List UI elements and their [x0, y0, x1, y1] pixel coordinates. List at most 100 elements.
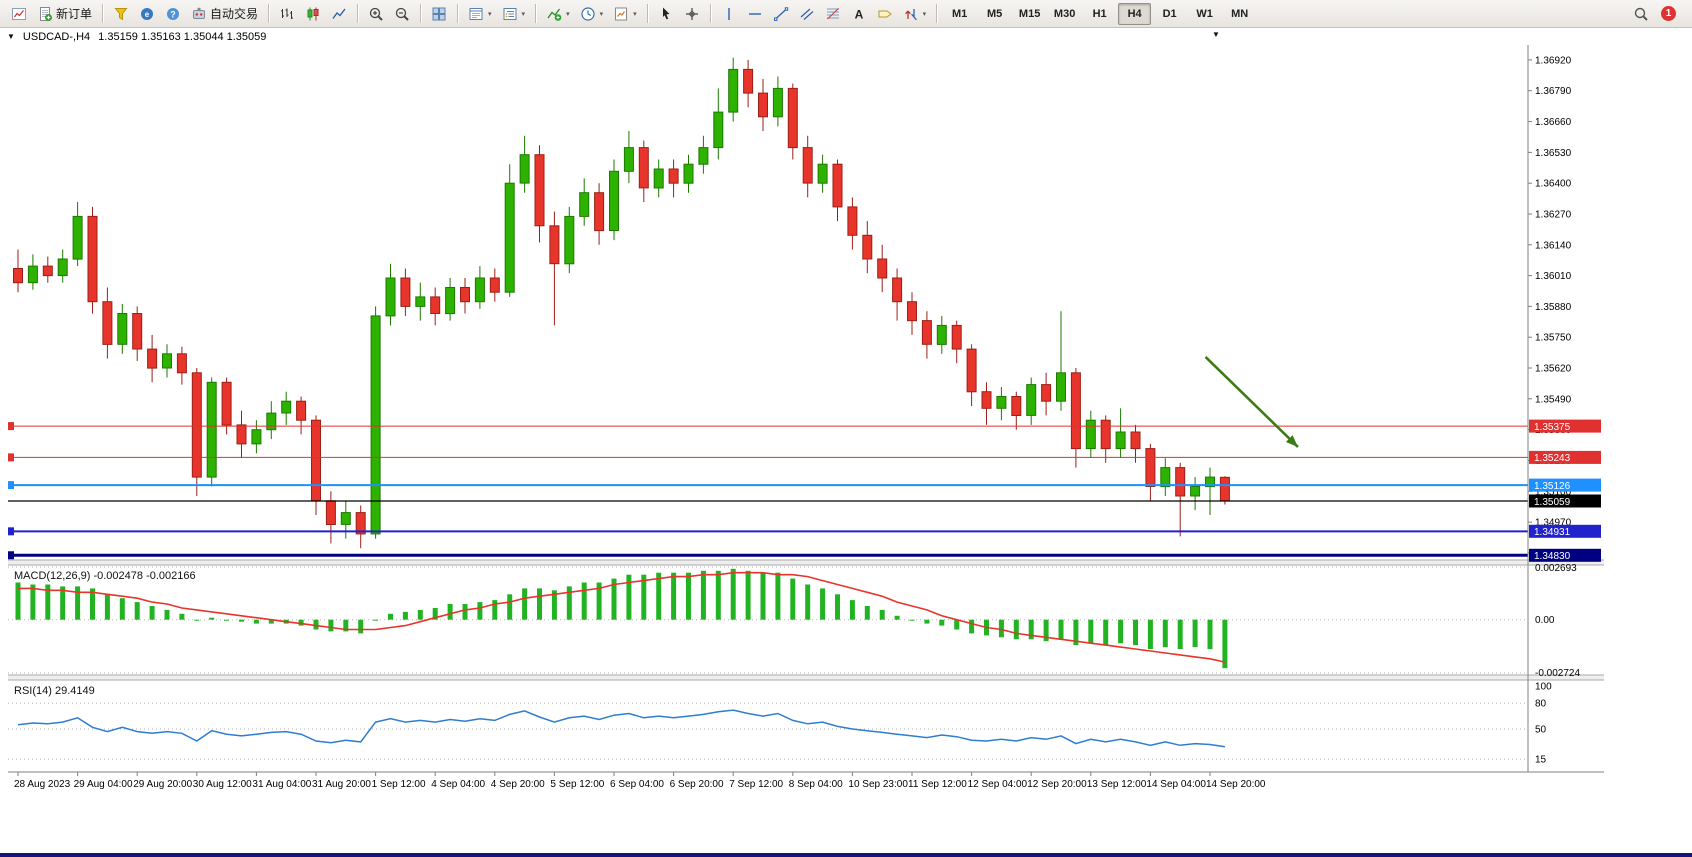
bar-chart-icon — [279, 6, 295, 22]
hlines-layer — [8, 422, 1528, 560]
svg-text:5 Sep 12:00: 5 Sep 12:00 — [550, 779, 604, 790]
text-label-button[interactable] — [872, 2, 898, 26]
zoom-in-button[interactable] — [363, 2, 389, 26]
tf-w1-button[interactable]: W1 — [1196, 7, 1213, 20]
new-chart-icon — [11, 6, 27, 22]
svg-text:7 Sep 12:00: 7 Sep 12:00 — [729, 779, 783, 790]
community-button[interactable]: e — [134, 2, 160, 26]
hline-icon — [747, 6, 763, 22]
fibo-icon — [825, 6, 841, 22]
price-tags: 1.35375 1.35243 1.35126 1.34931 1.34830 1.350… — [1529, 419, 1601, 562]
funnel-icon — [113, 6, 129, 22]
search-button[interactable] — [1628, 2, 1654, 26]
toolbar-separator — [646, 4, 648, 23]
algo-trading-button[interactable]: 自动交易 — [186, 2, 263, 26]
pane-dividers[interactable] — [8, 559, 1604, 681]
zoom-out-button[interactable] — [389, 2, 415, 26]
svg-text:8 Sep 04:00: 8 Sep 04:00 — [789, 779, 843, 790]
time-axis[interactable]: 28 Aug 2023 29 Aug 04:00 29 Aug 20:00 30 Au… — [8, 771, 1604, 790]
tf-h1-button[interactable]: H1 — [1092, 7, 1107, 20]
clock-icon — [580, 6, 596, 22]
channel-button[interactable] — [794, 2, 820, 26]
add-indicator-button[interactable]: ▾ — [541, 2, 575, 26]
template-button[interactable]: ▾ — [608, 2, 642, 26]
tf-m1-button[interactable]: M1 — [951, 7, 968, 20]
svg-text:80: 80 — [1535, 699, 1547, 710]
dropdown-caret-icon: ▾ — [521, 10, 526, 18]
help-icon: ? — [165, 6, 181, 22]
svg-text:0.002693: 0.002693 — [1535, 563, 1577, 574]
svg-text:100: 100 — [1535, 682, 1552, 693]
svg-text:1.36270: 1.36270 — [1535, 210, 1572, 221]
channel-icon — [799, 6, 815, 22]
period-menu-button[interactable]: ▾ — [575, 2, 609, 26]
svg-text:14 Sep 04:00: 14 Sep 04:00 — [1146, 779, 1206, 790]
market-depth-button[interactable] — [108, 2, 134, 26]
tile-windows-button[interactable] — [426, 2, 452, 26]
vertical-line-button[interactable] — [716, 2, 742, 26]
tf-h4-button[interactable]: H4 — [1118, 2, 1152, 25]
candle-chart-button[interactable] — [300, 2, 326, 26]
chart-header: ▼ USDCAD-,H4 1.35159 1.35163 1.35044 1.3… — [0, 28, 266, 45]
dropdown-caret-icon: ▾ — [633, 10, 637, 18]
text-button[interactable]: A — [846, 2, 872, 26]
svg-text:1 Sep 12:00: 1 Sep 12:00 — [372, 779, 426, 790]
chart-symbol-period: USDCAD-,H4 — [22, 30, 91, 43]
svg-text:1.35243: 1.35243 — [1534, 453, 1571, 464]
svg-text:1.36010: 1.36010 — [1535, 271, 1572, 282]
tile-icon — [431, 6, 447, 22]
one-click-trading-caret-icon[interactable]: ▼ — [7, 32, 15, 41]
algo-icon — [191, 6, 207, 22]
trend-arrow[interactable] — [1204, 355, 1299, 448]
new-order-icon — [37, 6, 53, 22]
trendline-button[interactable] — [768, 2, 794, 26]
candle-chart-icon — [305, 6, 321, 22]
textA-icon: A — [851, 6, 867, 22]
line-chart-icon — [331, 6, 347, 22]
navigator-button[interactable]: ▾ — [497, 2, 531, 26]
zoom-out-icon — [394, 6, 410, 22]
svg-text:10 Sep 23:00: 10 Sep 23:00 — [848, 779, 908, 790]
svg-text:0.00: 0.00 — [1535, 615, 1555, 626]
cursor-button[interactable] — [653, 2, 679, 26]
rsi-pane: RSI(14) 29.4149 — [8, 685, 1528, 760]
chart-collapse-caret-icon[interactable]: ▼ — [1212, 30, 1220, 39]
svg-text:1.35620: 1.35620 — [1535, 364, 1572, 375]
fibonacci-button[interactable] — [820, 2, 846, 26]
macd-pane: MACD(12,26,9) -0.002478 -0.002166 — [8, 566, 1528, 674]
toolbar-separator — [457, 4, 459, 23]
notifications-button[interactable]: 1 — [1661, 6, 1676, 21]
arrows-button[interactable]: ▾ — [898, 2, 932, 26]
cursor-icon — [658, 6, 674, 22]
bar-chart-button[interactable] — [274, 2, 300, 26]
horizontal-line-button[interactable] — [742, 2, 768, 26]
tf-m15-button[interactable]: M15 — [1018, 7, 1041, 20]
toolbar-right: 1 — [1628, 2, 1686, 26]
svg-text:1.34830: 1.34830 — [1534, 551, 1571, 562]
data-window-icon — [468, 6, 484, 22]
data-window-button[interactable]: ▾ — [463, 2, 497, 26]
tf-d1-button[interactable]: D1 — [1162, 7, 1177, 20]
chart-canvas[interactable]: MACD(12,26,9) -0.002478 -0.002166 RSI(14)… — [8, 45, 1604, 792]
svg-text:A: A — [854, 7, 863, 21]
line-chart-button[interactable] — [326, 2, 352, 26]
svg-text:11 Sep 12:00: 11 Sep 12:00 — [908, 779, 967, 790]
svg-text:6 Sep 04:00: 6 Sep 04:00 — [610, 779, 664, 790]
tf-mn-button[interactable]: MN — [1231, 7, 1249, 20]
svg-text:28 Aug 2023: 28 Aug 2023 — [14, 779, 71, 790]
crosshair-button[interactable] — [679, 2, 705, 26]
toolbar-separator — [102, 4, 104, 23]
new-order-button[interactable]: 新订单 — [32, 2, 97, 26]
toolbar-separator — [357, 4, 359, 23]
template-icon — [613, 6, 629, 22]
svg-text:29 Aug 20:00: 29 Aug 20:00 — [133, 779, 192, 790]
tf-m30-button[interactable]: M30 — [1053, 7, 1076, 20]
tf-m5-button[interactable]: M5 — [986, 7, 1003, 20]
help-button[interactable]: ? — [160, 2, 186, 26]
svg-text:30 Aug 12:00: 30 Aug 12:00 — [193, 779, 252, 790]
svg-text:12 Sep 04:00: 12 Sep 04:00 — [968, 779, 1028, 790]
navigator-icon — [502, 6, 518, 22]
vline-icon — [721, 6, 737, 22]
new-chart-button[interactable] — [6, 2, 32, 26]
